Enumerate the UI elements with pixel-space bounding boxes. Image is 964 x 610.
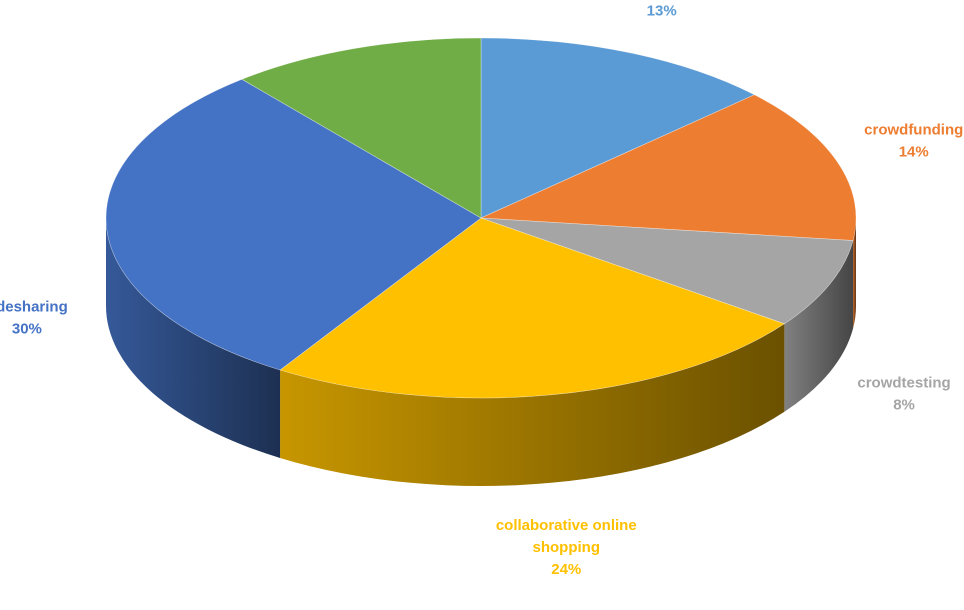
pie-labels: Internet crowdsourcingmarketplace13%crow… xyxy=(0,0,963,578)
pie-slice-internet-crowdsourcing-marketplace xyxy=(480,37,756,219)
pie-slice-ridesharing xyxy=(105,78,482,371)
data-label-collaborative-online-shopping: 24% xyxy=(551,561,581,578)
pie-sides xyxy=(106,218,857,486)
pie-slice-collaborative-online-shopping xyxy=(279,217,786,399)
slice-label-crowdfunding: crowdfunding xyxy=(864,122,963,139)
slice-label-crowdtesting: crowdtesting xyxy=(857,375,950,392)
data-label-crowdfunding: 14% xyxy=(899,144,929,161)
pie-slices xyxy=(105,37,857,399)
pie-slice-crowdfunding xyxy=(480,94,857,241)
slice-label-collaborative-online-shopping: shopping xyxy=(533,539,601,556)
data-label-crowdtesting: 8% xyxy=(893,397,915,414)
data-label-ridesharing: 30% xyxy=(12,320,42,337)
data-label-internet-crowdsourcing-marketplace: 13% xyxy=(647,3,677,20)
pie-side-collaborative-online-shopping xyxy=(280,323,785,486)
pie-side-crowdfunding xyxy=(853,218,857,329)
slice-label-collaborative-online-shopping: collaborative online xyxy=(496,517,637,534)
slice-label-ridesharing: ridesharing xyxy=(0,298,68,315)
data-label-homesharing: 11% xyxy=(312,0,341,3)
pie-side-crowdtesting xyxy=(784,240,854,412)
pie-slice-homesharing xyxy=(241,37,482,219)
pie-side-ridesharing xyxy=(106,218,281,458)
pie-slice-crowdtesting xyxy=(480,217,854,325)
